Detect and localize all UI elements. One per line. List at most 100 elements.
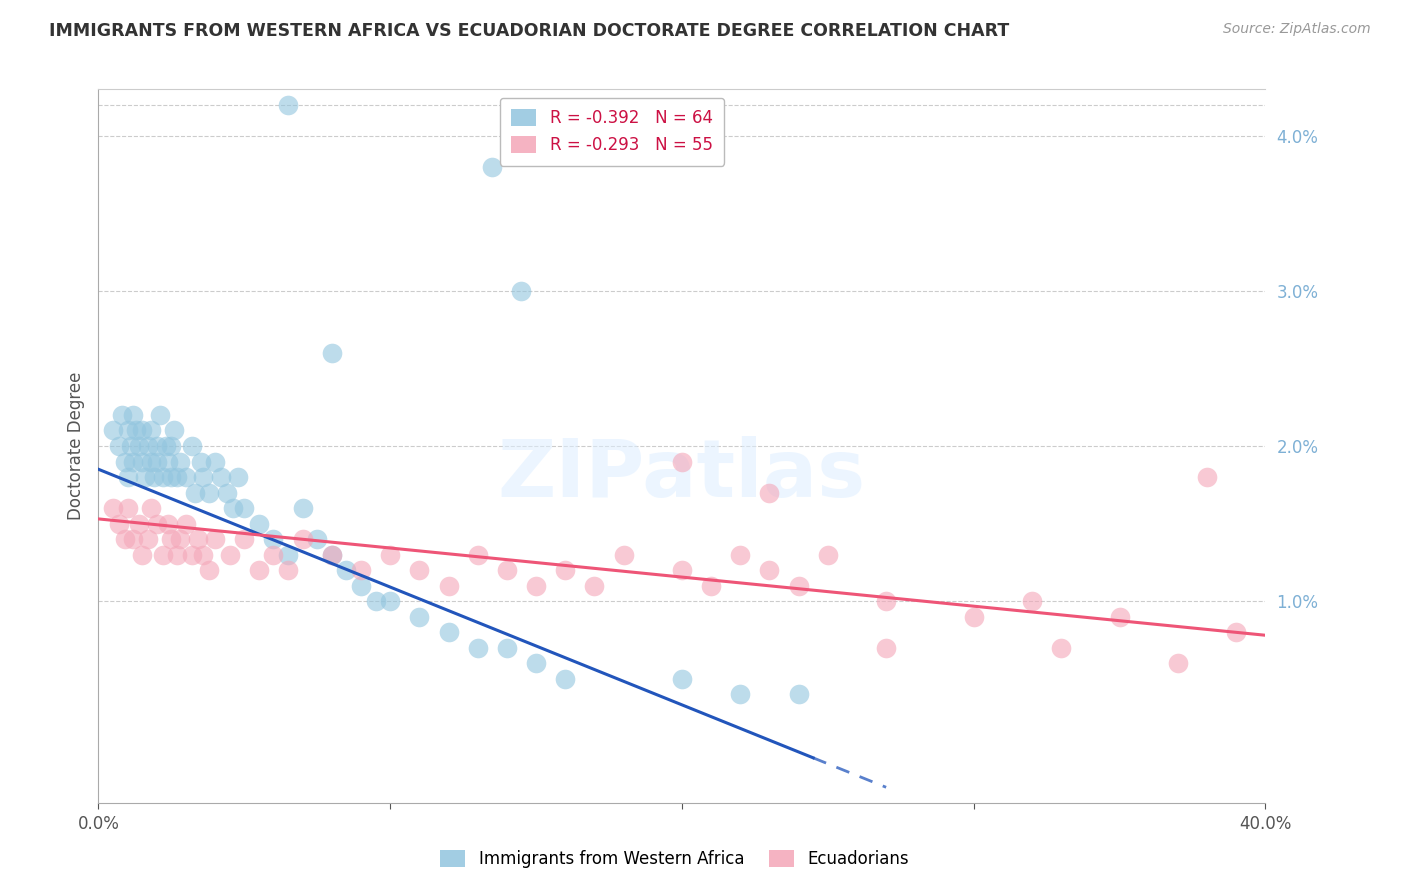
Point [198, 563, 221, 577]
Legend: R = -0.392   N = 64, R = -0.293   N = 55: R = -0.392 N = 64, R = -0.293 N = 55 [499, 97, 724, 166]
Point [524, 656, 547, 670]
Point [136, 532, 159, 546]
Point [1195, 470, 1218, 484]
Point [728, 548, 751, 562]
Point [787, 579, 810, 593]
Point [160, 470, 183, 484]
Point [131, 424, 153, 438]
Point [758, 563, 780, 577]
Point [101, 424, 124, 438]
Point [247, 563, 270, 577]
Point [787, 687, 810, 701]
Legend: Immigrants from Western Africa, Ecuadorians: Immigrants from Western Africa, Ecuadori… [434, 843, 915, 875]
Point [128, 439, 150, 453]
Point [166, 548, 188, 562]
Point [554, 563, 576, 577]
Point [117, 424, 139, 438]
Point [875, 640, 897, 655]
Point [204, 454, 226, 468]
Point [157, 516, 180, 531]
Point [307, 532, 329, 546]
Point [142, 470, 165, 484]
Point [131, 548, 153, 562]
Point [139, 424, 162, 438]
Point [875, 594, 897, 608]
Point [510, 284, 533, 298]
Point [221, 501, 243, 516]
Point [198, 485, 221, 500]
Point [190, 454, 212, 468]
Point [193, 548, 215, 562]
Point [228, 470, 250, 484]
Point [209, 470, 232, 484]
Point [583, 579, 606, 593]
Point [277, 97, 299, 112]
Point [108, 439, 131, 453]
Point [155, 439, 177, 453]
Point [277, 548, 299, 562]
Point [139, 454, 162, 468]
Point [134, 470, 156, 484]
Point [1167, 656, 1189, 670]
Point [817, 548, 839, 562]
Point [378, 548, 402, 562]
Point [671, 563, 693, 577]
Point [183, 485, 205, 500]
Point [125, 424, 148, 438]
Point [467, 640, 489, 655]
Point [291, 501, 314, 516]
Point [122, 454, 145, 468]
Point [108, 516, 131, 531]
Point [495, 563, 517, 577]
Point [101, 501, 124, 516]
Point [117, 470, 139, 484]
Point [1021, 594, 1043, 608]
Point [163, 424, 186, 438]
Point [139, 501, 162, 516]
Point [247, 516, 270, 531]
Point [671, 672, 693, 686]
Point [146, 439, 169, 453]
Point [671, 454, 693, 468]
Point [437, 625, 460, 640]
Point [962, 609, 984, 624]
Point [169, 532, 191, 546]
Point [152, 548, 174, 562]
Point [146, 516, 169, 531]
Point [524, 579, 547, 593]
Point [146, 454, 169, 468]
Point [157, 454, 180, 468]
Point [122, 532, 145, 546]
Point [277, 563, 299, 577]
Point [136, 439, 159, 453]
Point [262, 548, 284, 562]
Point [321, 548, 343, 562]
Point [180, 548, 202, 562]
Point [408, 563, 430, 577]
Text: Source: ZipAtlas.com: Source: ZipAtlas.com [1223, 22, 1371, 37]
Point [1108, 609, 1130, 624]
Point [166, 470, 188, 484]
Point [233, 501, 256, 516]
Point [262, 532, 284, 546]
Point [495, 640, 517, 655]
Point [233, 532, 256, 546]
Point [160, 439, 183, 453]
Point [149, 408, 172, 422]
Point [174, 516, 197, 531]
Point [215, 485, 238, 500]
Point [122, 408, 145, 422]
Point [700, 579, 723, 593]
Point [364, 594, 387, 608]
Point [467, 548, 489, 562]
Point [408, 609, 430, 624]
Point [291, 532, 314, 546]
Point [169, 454, 191, 468]
Point [554, 672, 576, 686]
Point [114, 454, 136, 468]
Point [437, 579, 460, 593]
Y-axis label: Doctorate Degree: Doctorate Degree [66, 372, 84, 520]
Point [728, 687, 751, 701]
Point [321, 346, 343, 360]
Point [180, 439, 202, 453]
